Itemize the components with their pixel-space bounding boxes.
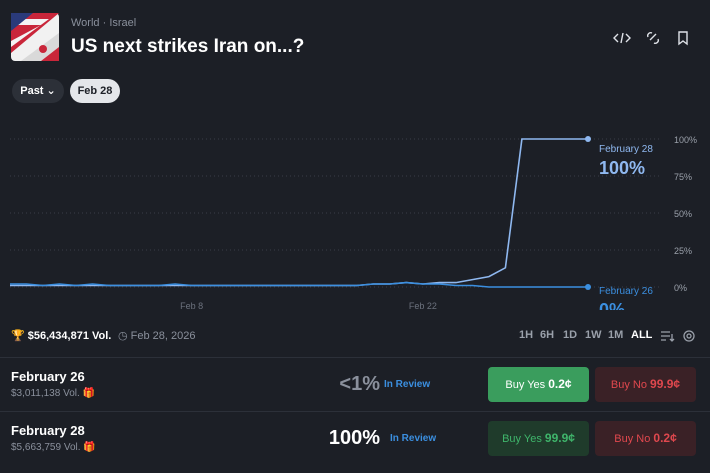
y-tick-label: 75% [674,172,692,182]
range-button[interactable]: 1M [608,329,624,341]
embed-icon[interactable] [613,32,631,44]
x-tick-label: Feb 22 [409,301,437,310]
breadcrumb: World · Israel [71,17,137,29]
y-tick-label: 50% [674,209,692,219]
sort-icon[interactable] [661,331,675,342]
separator [0,411,710,412]
legend-label: February 28 [599,144,653,155]
y-tick-label: 100% [674,135,697,145]
status: In Review [384,379,431,390]
price: 0.2¢ [548,377,572,391]
separator [0,357,710,358]
range-button[interactable]: ALL [631,329,653,341]
market-title: US next strikes Iran on...? [71,36,305,57]
outcome-chance: 100% [328,427,380,449]
outcome-name: February 26 [11,369,85,384]
button-label: Buy Yes [502,433,542,445]
range-button[interactable]: 6H [540,329,555,341]
outcome-name: February 28 [11,423,85,438]
buy-no-button[interactable]: Buy No 99.9¢ [595,367,696,402]
end-value-label: 100% [599,158,645,178]
end-date: ◷ Feb 28, 2026 [118,330,196,342]
chart-settings [661,330,695,342]
toolbar [613,31,688,46]
settings-icon[interactable] [683,330,695,342]
volume-text: $56,434,871 Vol. [27,330,112,342]
range-button[interactable]: 1H [519,329,534,341]
breadcrumb-item[interactable]: World [71,17,100,29]
status: In Review [390,433,437,444]
outcome-volume: $5,663,759 Vol. 🎁 [11,442,96,453]
outcome-volume: $3,011,138 Vol. 🎁 [11,388,95,399]
link-icon[interactable] [647,32,659,44]
market-image [11,13,59,61]
y-tick-label: 0% [674,283,687,293]
buy-yes-button[interactable]: Buy Yes 99.9¢ [488,421,589,456]
volume-text: $5,663,759 Vol. [11,442,81,453]
range-button[interactable]: 1D [563,329,578,341]
end-dot [585,136,591,142]
range-button[interactable]: 1W [585,329,602,341]
breadcrumb-item[interactable]: Israel [109,17,137,29]
y-tick-label: 25% [674,246,692,256]
button-label: Buy Yes [505,379,546,391]
button-label: Buy No [610,379,647,391]
outcome-chance: <1% [339,373,380,395]
price: 0.2¢ [653,431,677,445]
volume-text: $3,011,138 Vol. [11,388,80,399]
volume: 🏆 $56,434,871 Vol. [11,330,112,342]
price: 99.9¢ [650,377,681,391]
legend-label: February 26 [599,286,653,297]
line [10,138,588,287]
bookmark-icon[interactable] [678,31,688,46]
buy-yes-button[interactable]: Buy Yes 0.2¢ [488,367,589,402]
chart: 0% 25% 50% 75% 100% Feb 8 Feb 22 February 28 100… [10,135,697,310]
filter-label: Past [20,85,44,97]
x-tick-label: Feb 8 [180,301,203,310]
buy-no-button[interactable]: Buy No 0.2¢ [595,421,696,456]
button-label: Buy No [614,433,651,445]
end-date-text: Feb 28, 2026 [130,330,196,342]
filter-button[interactable]: Past ⌄ [12,79,64,103]
price: 99.9¢ [544,431,575,445]
line [10,281,588,288]
filter-button[interactable]: Feb 28 [70,79,120,103]
end-dot [585,284,591,290]
end-value-label: 0% [599,300,625,310]
